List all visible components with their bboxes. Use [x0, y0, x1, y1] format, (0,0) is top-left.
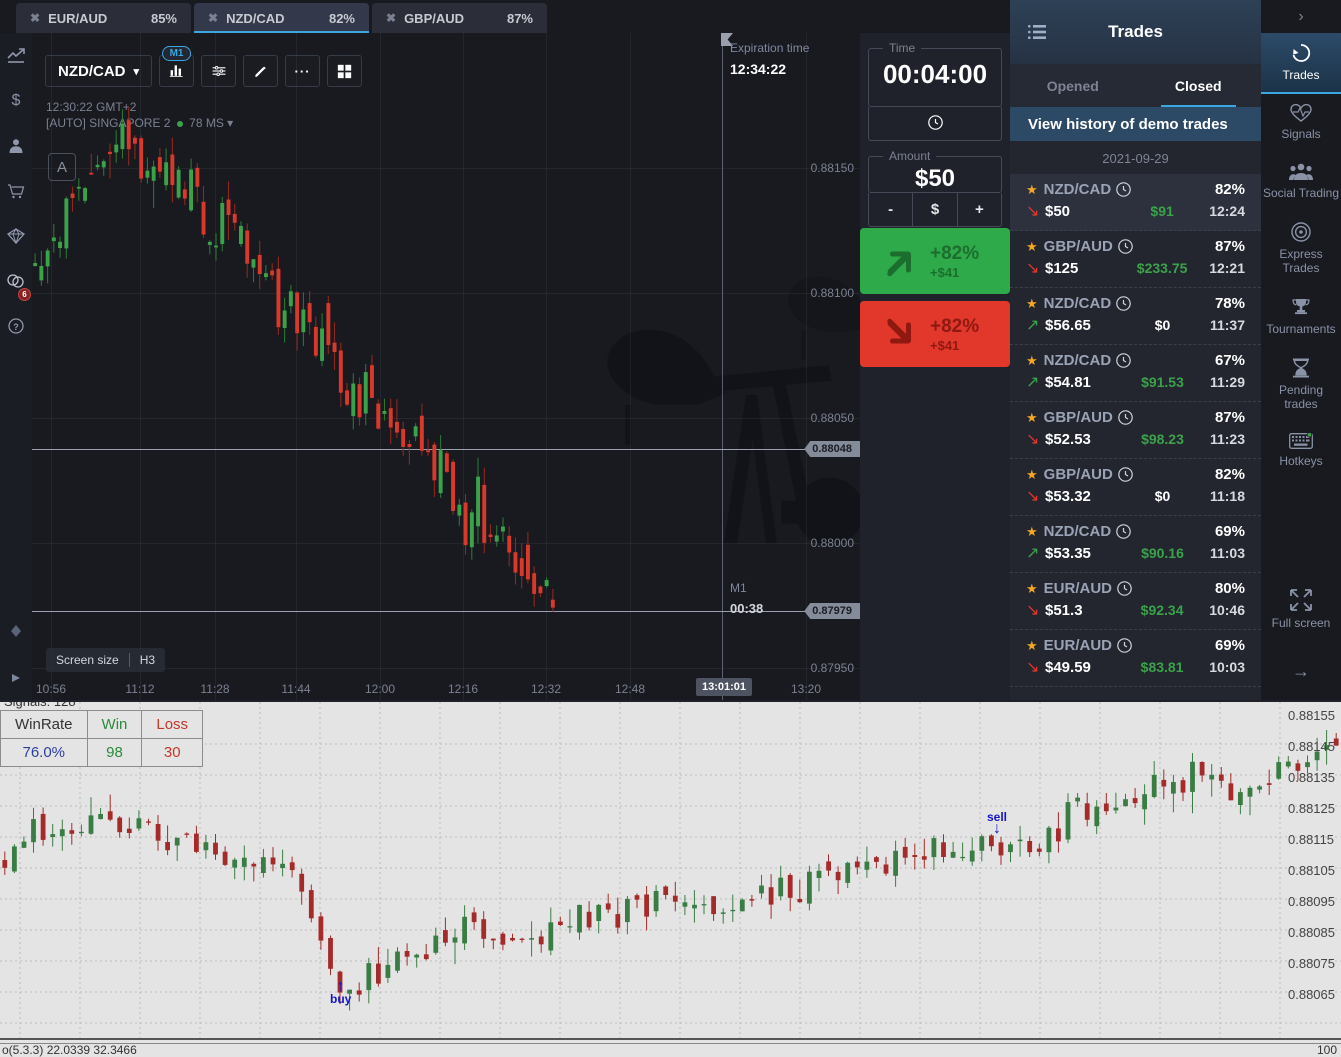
svg-text:?: ?	[13, 322, 19, 332]
